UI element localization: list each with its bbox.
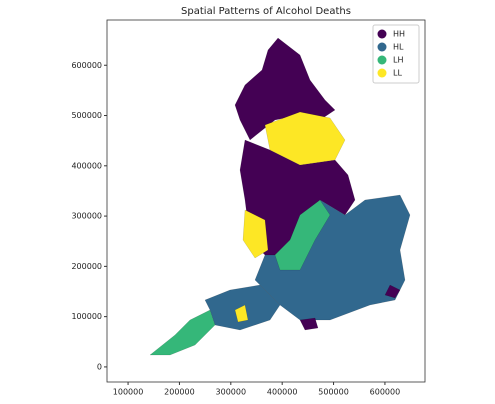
region xyxy=(149,309,216,356)
legend-marker xyxy=(377,55,387,65)
x-tick-label: 400000 xyxy=(267,388,298,397)
y-tick-label: 500000 xyxy=(71,111,102,120)
legend-label: LL xyxy=(393,69,402,78)
x-tick-label: 600000 xyxy=(370,388,401,397)
region xyxy=(264,111,346,166)
legend-label: HH xyxy=(393,30,405,39)
legend-label: HL xyxy=(393,43,404,52)
y-tick-label: 0 xyxy=(97,362,102,371)
y-tick-label: 300000 xyxy=(71,212,102,221)
y-tick-label: 400000 xyxy=(71,161,102,170)
x-tick-label: 100000 xyxy=(113,388,144,397)
legend-box xyxy=(372,24,420,84)
x-tick-label: 200000 xyxy=(164,388,195,397)
legend-marker xyxy=(377,29,387,39)
y-tick-label: 100000 xyxy=(71,312,102,321)
legend-label: LH xyxy=(393,56,403,65)
y-tick-label: 600000 xyxy=(71,61,102,70)
legend-marker xyxy=(377,68,387,78)
region xyxy=(274,199,331,271)
region xyxy=(234,304,249,323)
y-tick-label: 200000 xyxy=(71,262,102,271)
map xyxy=(149,37,411,356)
axes-frame xyxy=(106,19,426,383)
region xyxy=(242,209,269,259)
legend-marker xyxy=(377,42,387,52)
x-tick-label: 500000 xyxy=(318,388,349,397)
x-tick-label: 300000 xyxy=(216,388,247,397)
region xyxy=(384,284,401,299)
region xyxy=(299,317,319,331)
chart-title: Spatial Patterns of Alcohol Deaths xyxy=(181,6,351,17)
